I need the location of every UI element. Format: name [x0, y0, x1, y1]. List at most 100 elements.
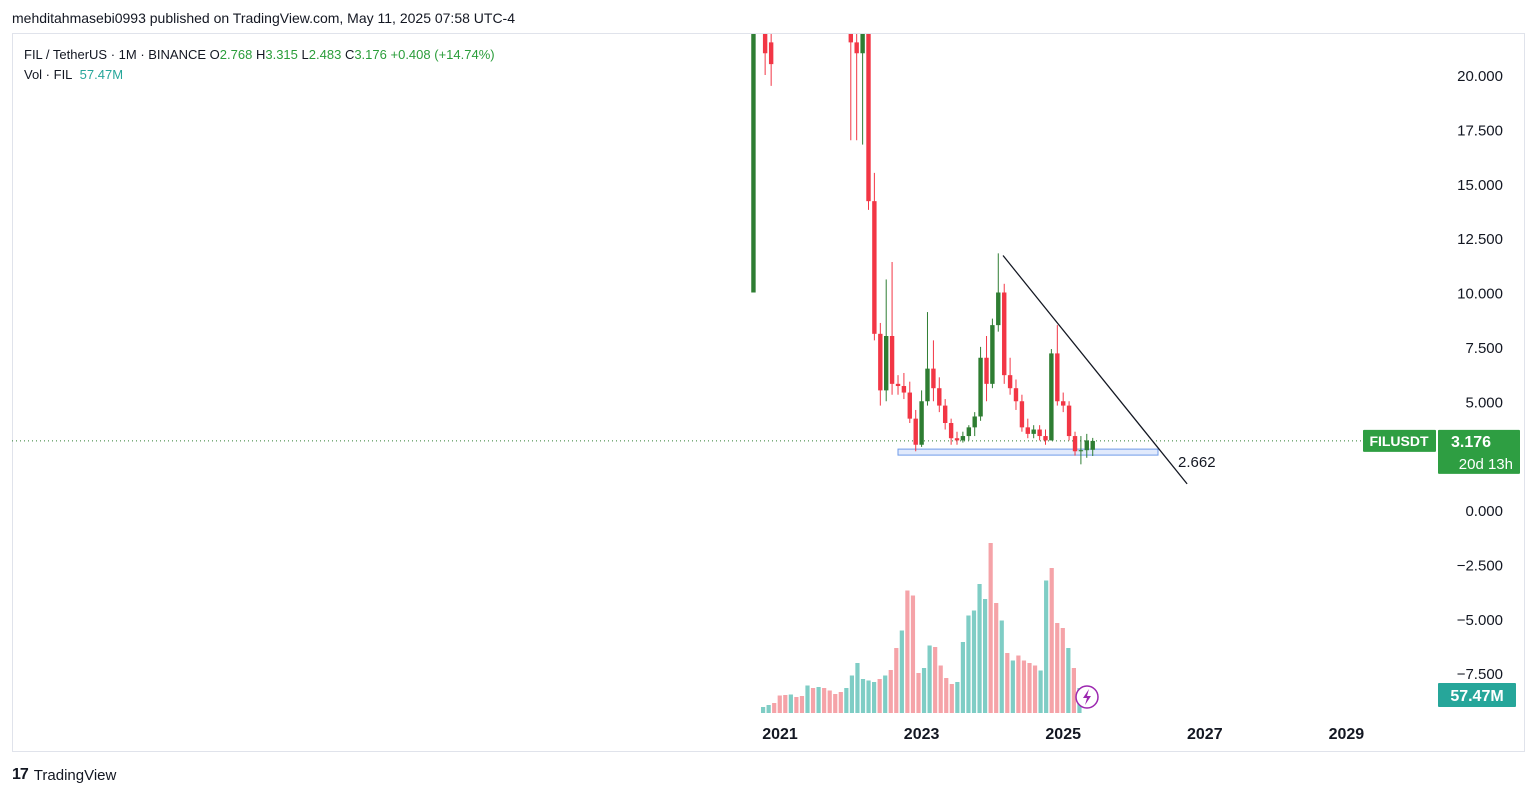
candle-body: [996, 292, 1001, 326]
candle-body: [1084, 440, 1089, 451]
volume-bar: [944, 678, 949, 713]
volume-label[interactable]: Vol · FIL: [24, 67, 73, 82]
candle-body: [768, 42, 774, 65]
candle-body: [913, 418, 918, 445]
price-tag-bg: [1438, 429, 1520, 474]
volume-bar: [1044, 580, 1049, 713]
candle-body: [872, 201, 877, 334]
y-tick-label: −5.000: [1457, 612, 1503, 629]
volume-bar: [1016, 655, 1021, 713]
open-label: O: [209, 47, 220, 62]
y-tick-label: 0.000: [1465, 503, 1503, 520]
y-tick-label: 7.500: [1465, 340, 1503, 357]
symbol-label[interactable]: FIL / TetherUS · 1M · BINANCE: [24, 47, 207, 62]
volume-bar: [772, 703, 777, 713]
y-tick-label: −7.500: [1457, 666, 1503, 683]
candle-body: [1072, 436, 1078, 452]
volume-bar: [894, 648, 899, 713]
volume-bar: [938, 665, 943, 713]
volume-bar: [927, 645, 932, 713]
volume-bar: [966, 615, 971, 713]
volume-bar: [822, 688, 827, 713]
volume-bar: [1060, 628, 1065, 713]
candle-body: [919, 401, 924, 445]
candle-body: [907, 392, 912, 419]
y-tick-label: −2.500: [1457, 557, 1503, 574]
volume-bar: [855, 663, 860, 713]
volume-bar: [872, 682, 877, 713]
change-value: +0.408 (+14.74%): [390, 47, 495, 62]
x-tick-label: 2025: [1045, 726, 1081, 743]
volume-bar: [1032, 665, 1038, 713]
y-tick-label: 15.000: [1457, 177, 1503, 194]
volume-bar: [827, 690, 832, 713]
volume-bar: [805, 685, 810, 713]
volume-bar: [1021, 660, 1027, 713]
trendline[interactable]: [1002, 255, 1188, 485]
candle-body: [954, 438, 960, 441]
volume-bar: [877, 679, 882, 713]
volume-bar: [844, 688, 849, 713]
candle-body: [884, 336, 889, 391]
candle-body: [1037, 429, 1042, 437]
candle-body: [866, 34, 871, 202]
candle-body: [966, 427, 972, 437]
volume-bar: [1010, 660, 1015, 713]
volume-bar: [1005, 653, 1010, 713]
y-tick-label: 17.500: [1457, 122, 1503, 139]
volume-bar: [816, 687, 821, 713]
volume-bar: [916, 673, 921, 713]
candle-body: [948, 423, 954, 439]
low-label: L: [301, 47, 309, 62]
volume-value: 57.47M: [79, 67, 124, 82]
volume-bar: [988, 543, 993, 713]
volume-bar: [1066, 648, 1071, 713]
volume-bar: [866, 680, 871, 713]
support-zone[interactable]: [897, 448, 1159, 456]
candle-body: [990, 325, 995, 384]
volume-bar: [777, 695, 782, 713]
volume-bar: [788, 694, 793, 713]
y-tick-label: 5.000: [1465, 394, 1503, 411]
volume-bar: [766, 705, 771, 713]
tradingview-logo-icon[interactable]: 17: [12, 766, 29, 783]
volume-bar: [860, 679, 866, 713]
candle-body: [960, 436, 966, 441]
lightning-icon-glyph: [1083, 689, 1091, 705]
volume-bar: [921, 668, 927, 713]
candle-body: [1049, 353, 1054, 441]
volume-bar: [888, 670, 893, 713]
candle-body: [1055, 353, 1060, 402]
volume-bar: [955, 682, 960, 713]
volume-bar: [905, 590, 910, 713]
candle-body: [901, 386, 907, 393]
volume-bar: [849, 675, 854, 713]
high-value: 3.315: [265, 47, 298, 62]
candle-body: [860, 34, 865, 54]
candle-body: [848, 34, 853, 43]
candle-body: [925, 368, 930, 402]
footer-brand[interactable]: TradingView: [33, 766, 117, 784]
volume-bar: [960, 642, 965, 713]
close-label: C: [344, 47, 355, 62]
candle-body: [878, 333, 883, 391]
close-value: 3.176: [354, 47, 387, 62]
footer: 17 TradingView: [12, 766, 116, 784]
y-tick-label: 20.000: [1457, 68, 1503, 85]
publisher-line: mehditahmasebi0993 published on TradingV…: [12, 10, 516, 26]
candle-body: [1007, 375, 1013, 389]
volume-row: Vol · FIL 57.47M: [24, 65, 495, 85]
candle-body: [937, 388, 942, 406]
volume-tag: 57.47M: [1450, 688, 1503, 705]
volume-bar: [794, 697, 799, 713]
volume-bar: [1049, 568, 1054, 713]
candle-body: [889, 336, 895, 384]
candle-body: [1078, 450, 1084, 452]
candle-body: [1066, 405, 1072, 437]
candle-body: [1019, 401, 1025, 428]
low-value: 2.483: [308, 47, 342, 62]
x-tick-label: 2027: [1187, 726, 1223, 743]
x-tick-label: 2023: [904, 726, 940, 743]
candle-body: [972, 416, 977, 428]
